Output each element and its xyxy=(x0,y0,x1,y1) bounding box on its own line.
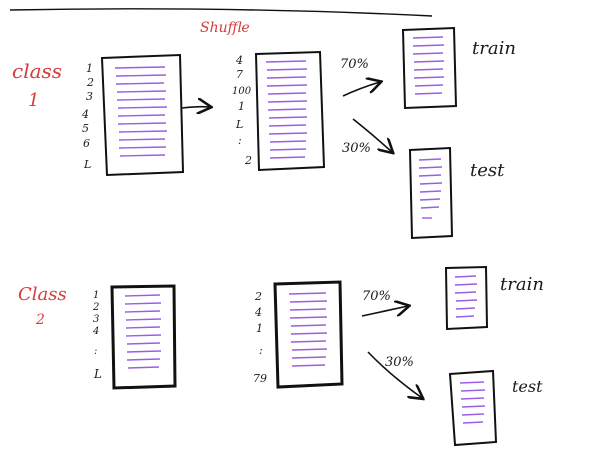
title-shuffle: Shuffle xyxy=(200,20,250,36)
class-1-shuffled-ids: 4 7 100 1 L : 2 xyxy=(232,54,252,167)
class-2-shuffled-document xyxy=(273,280,344,389)
class-2-train-label: train xyxy=(500,274,544,295)
class-2-label-word: Class xyxy=(18,284,67,305)
id-label: L xyxy=(235,118,243,131)
id-label: 5 xyxy=(82,122,89,135)
class-2-test-arrow xyxy=(367,351,422,398)
class-2-train-lines xyxy=(454,275,478,318)
id-label: 3 xyxy=(86,90,93,103)
class-1-train-lines xyxy=(412,36,445,95)
class-1-train-arrow xyxy=(342,82,380,97)
id-label: : xyxy=(259,344,263,357)
id-label: 1 xyxy=(238,100,245,113)
id-label: L xyxy=(93,367,102,381)
class-1-shuffled-document xyxy=(254,50,326,172)
class-1-shuffle-arrow xyxy=(181,107,210,108)
id-label: : xyxy=(94,346,97,357)
class-1-train-document xyxy=(401,26,458,110)
id-label: 4 xyxy=(254,306,262,319)
class-2-label-num: 2 xyxy=(35,312,45,328)
id-label: 79 xyxy=(253,372,267,385)
id-label: 1 xyxy=(86,62,93,75)
id-label: 6 xyxy=(83,137,90,150)
class-2-test-lines xyxy=(459,381,486,424)
id-label: 4 xyxy=(92,326,99,337)
id-label: 2 xyxy=(254,290,262,303)
class-2-train-document xyxy=(444,265,489,331)
class-1-train-label: train xyxy=(472,38,516,59)
id-label: 2 xyxy=(244,154,252,167)
class-2-group: Class 2 1 2 3 4 : L 2 4 1 : 79 xyxy=(18,265,544,447)
id-label: 1 xyxy=(256,322,263,335)
id-label: 1 xyxy=(93,290,99,301)
class-2-test-label: test xyxy=(512,377,543,396)
class-2-shuffled-ids: 2 4 1 : 79 xyxy=(253,290,267,385)
class-1-test-document xyxy=(408,146,454,240)
class-1-shuffled-lines xyxy=(265,60,308,159)
id-label: 7 xyxy=(236,68,243,81)
id-label: 100 xyxy=(232,86,252,97)
class-1-test-arrow xyxy=(352,118,392,152)
class-1-train-percent: 70% xyxy=(340,57,369,72)
id-label: 2 xyxy=(86,76,94,89)
id-label: : xyxy=(238,134,242,147)
class-1-group: class 1 1 2 3 4 5 6 L 4 7 100 xyxy=(12,26,516,240)
class-2-original-lines xyxy=(124,294,162,369)
class-2-original-ids: 1 2 3 4 : L xyxy=(92,290,102,381)
class-2-train-percent: 70% xyxy=(362,289,391,304)
class-1-test-percent: 30% xyxy=(342,141,371,156)
id-label: 4 xyxy=(235,54,243,67)
class-1-label-word: class xyxy=(12,59,62,83)
id-label: 4 xyxy=(81,108,89,121)
class-1-test-label: test xyxy=(470,160,505,181)
class-2-shuffled-lines xyxy=(288,292,328,367)
class-2-test-percent: 30% xyxy=(385,355,414,370)
class-1-test-lines xyxy=(418,158,443,219)
class-1-original-lines xyxy=(114,66,168,157)
id-label: 2 xyxy=(92,302,99,313)
top-divider-line xyxy=(9,8,433,17)
id-label: 3 xyxy=(93,314,99,325)
class-1-label-num: 1 xyxy=(28,90,39,111)
class-2-original-document xyxy=(110,284,177,390)
class-1-original-ids: 1 2 3 4 5 6 L xyxy=(81,62,94,171)
id-label: L xyxy=(83,158,91,171)
class-2-train-arrow xyxy=(361,306,408,317)
